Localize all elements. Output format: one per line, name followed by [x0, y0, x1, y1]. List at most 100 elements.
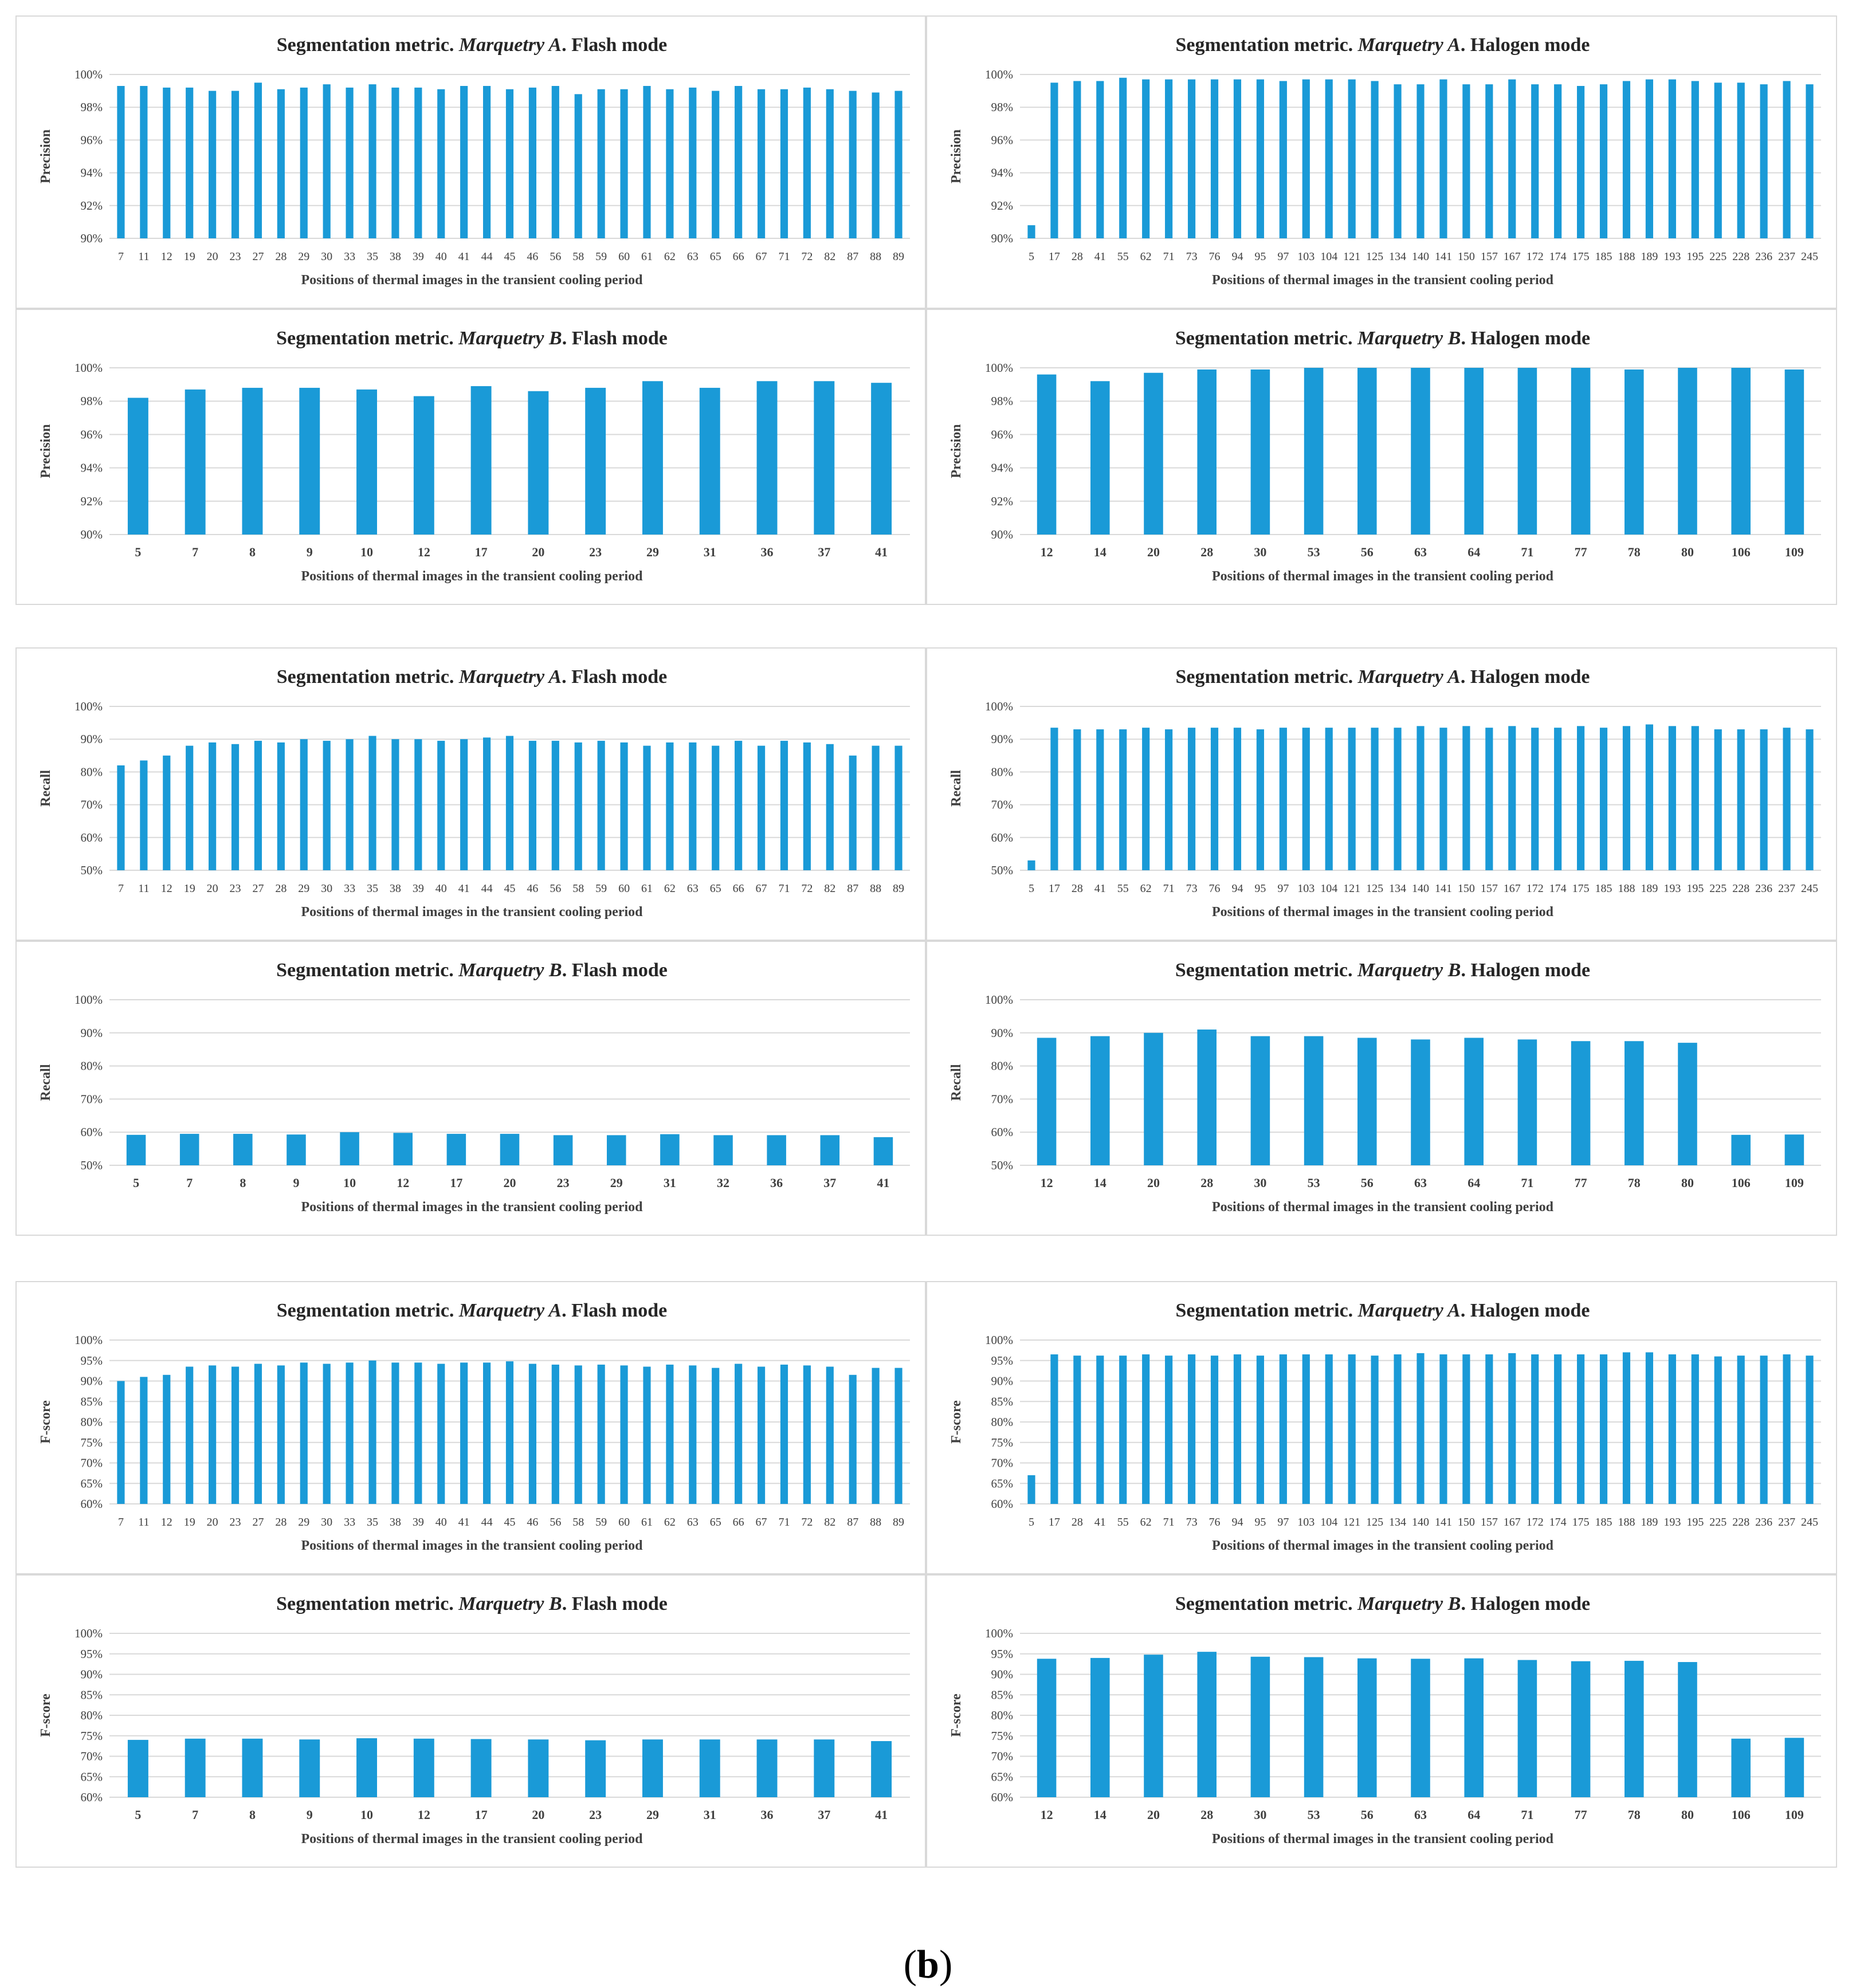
bar	[1119, 77, 1127, 238]
y-tick-label: 60%	[81, 1125, 103, 1139]
x-tick-label: 71	[1521, 1176, 1533, 1190]
bar	[505, 1361, 514, 1504]
x-tick-label: 103	[1297, 250, 1314, 263]
x-tick-label: 5	[135, 1808, 141, 1822]
bar	[1411, 368, 1430, 535]
chart-svg: Segmentation metric. Marquetry B. Flash …	[38, 1593, 910, 1846]
x-tick-label: 71	[1163, 882, 1175, 895]
x-tick-label: 33	[344, 882, 355, 895]
bar	[1517, 368, 1537, 535]
chart-svg: Segmentation metric. Marquetry A. Flash …	[38, 34, 910, 288]
bar	[1531, 1354, 1539, 1504]
x-tick-label: 78	[1628, 1176, 1641, 1190]
x-tick-label: 61	[641, 882, 653, 895]
x-tick-label: 106	[1732, 1176, 1751, 1190]
x-axis-label: Positions of thermal images in the trans…	[301, 905, 643, 920]
x-tick-label: 71	[778, 1516, 790, 1529]
bar	[553, 1135, 573, 1165]
bar	[1197, 1652, 1217, 1797]
bar	[1371, 81, 1379, 238]
x-tick-label: 17	[1049, 882, 1060, 895]
y-axis-label: F-score	[949, 1694, 964, 1737]
bar	[299, 387, 320, 535]
x-tick-label: 121	[1343, 1516, 1360, 1529]
title-italic: Marquetry B	[458, 1593, 562, 1614]
bar	[482, 1362, 491, 1504]
bar	[1416, 726, 1425, 870]
bar	[871, 1741, 892, 1797]
x-tick-label: 28	[275, 882, 287, 895]
y-tick-label: 90%	[991, 1374, 1014, 1388]
bar	[551, 86, 559, 238]
figure-caption: (b)	[903, 1943, 953, 1987]
x-tick-label: 104	[1320, 1516, 1337, 1529]
bar	[1571, 1041, 1591, 1165]
x-axis-label: Positions of thermal images in the trans…	[1212, 1832, 1554, 1846]
y-tick-label: 60%	[991, 831, 1014, 844]
x-tick-label: 10	[360, 545, 373, 559]
bar	[277, 1365, 285, 1504]
x-tick-label: 37	[818, 1808, 830, 1822]
x-tick-label: 140	[1412, 1516, 1429, 1529]
x-tick-label: 41	[458, 882, 470, 895]
bar	[209, 91, 217, 238]
x-tick-label: 150	[1458, 250, 1475, 263]
y-tick-label: 100%	[74, 700, 103, 713]
x-tick-label: 189	[1641, 250, 1658, 263]
bar	[1037, 374, 1057, 535]
x-tick-label: 41	[1094, 882, 1106, 895]
x-tick-label: 23	[557, 1176, 570, 1190]
x-tick-label: 56	[550, 882, 561, 895]
x-tick-label: 20	[1147, 545, 1160, 559]
title-suffix: . Halogen mode	[1461, 960, 1590, 981]
bar	[1371, 728, 1379, 870]
bar	[699, 387, 720, 535]
title-italic: Marquetry A	[1357, 1300, 1461, 1321]
x-tick-label: 31	[704, 1808, 716, 1822]
y-tick-label: 60%	[81, 831, 103, 844]
y-tick-label: 90%	[991, 1668, 1014, 1681]
y-axis-label: Precision	[38, 129, 53, 183]
x-tick-label: 17	[1049, 1516, 1060, 1529]
x-tick-label: 28	[1200, 1808, 1213, 1822]
bar	[872, 745, 880, 870]
x-tick-label: 5	[1029, 250, 1034, 263]
bar	[1691, 81, 1699, 238]
x-tick-label: 31	[664, 1176, 676, 1190]
x-tick-label: 7	[186, 1176, 193, 1190]
x-tick-label: 41	[458, 250, 470, 263]
bar	[140, 760, 148, 870]
x-tick-label: 193	[1663, 250, 1681, 263]
x-tick-label: 56	[550, 1516, 561, 1529]
bar	[826, 1366, 834, 1504]
chart-title: Segmentation metric. Marquetry B. Flash …	[276, 1593, 668, 1614]
x-tick-label: 82	[824, 882, 835, 895]
x-tick-label: 125	[1366, 882, 1383, 895]
bar	[1250, 369, 1270, 535]
x-tick-label: 58	[572, 882, 584, 895]
x-axis-label: Positions of thermal images in the trans…	[1212, 1200, 1554, 1215]
bar	[1304, 1036, 1324, 1165]
y-tick-label: 75%	[81, 1729, 103, 1743]
x-tick-label: 62	[1140, 250, 1152, 263]
bar	[1737, 82, 1745, 239]
x-tick-label: 121	[1343, 882, 1360, 895]
bar	[1599, 84, 1608, 238]
bar	[1279, 81, 1287, 238]
x-tick-label: 37	[818, 545, 830, 559]
chart-panel-1: Segmentation metric. Marquetry A. Flash …	[15, 15, 926, 309]
bar	[209, 1365, 217, 1504]
x-tick-label: 8	[249, 545, 256, 559]
x-tick-label: 103	[1297, 882, 1314, 895]
y-tick-label: 96%	[81, 133, 103, 147]
bar	[894, 1368, 903, 1504]
bar	[233, 1134, 253, 1165]
bar	[1256, 729, 1264, 870]
x-tick-label: 30	[1254, 1808, 1266, 1822]
bar	[528, 741, 537, 870]
x-tick-label: 11	[138, 882, 149, 895]
y-tick-label: 85%	[991, 1394, 1014, 1408]
bar	[323, 84, 331, 238]
bar	[735, 1364, 743, 1504]
x-tick-label: 134	[1389, 882, 1406, 895]
